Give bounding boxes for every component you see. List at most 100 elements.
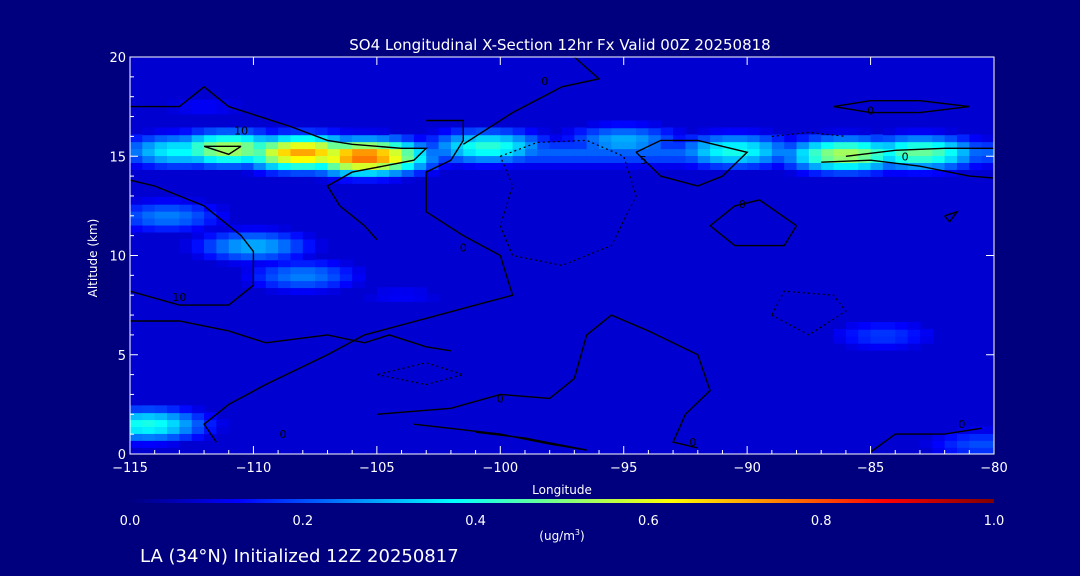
chart-title: SO4 Longitudinal X-Section 12hr Fx Valid…	[349, 36, 770, 54]
field-cell	[339, 155, 353, 164]
field-cell	[216, 99, 230, 108]
field-cell	[265, 141, 279, 150]
field-cell	[130, 412, 144, 421]
field-cell	[401, 134, 415, 143]
field-cell	[130, 155, 144, 164]
field-cell	[302, 273, 316, 282]
field-cell	[870, 342, 884, 351]
field-cell	[648, 162, 662, 170]
field-cell	[290, 127, 304, 136]
field-cell	[179, 405, 193, 414]
field-cell	[265, 162, 279, 170]
field-cell	[450, 141, 465, 150]
field-cell	[179, 217, 193, 226]
field-cell	[154, 134, 168, 143]
field-cell	[228, 141, 242, 150]
field-cell	[339, 280, 353, 289]
field-cell	[191, 412, 205, 421]
field-cell	[599, 127, 613, 136]
y-axis-label: Altitude (km)	[86, 219, 100, 298]
field-cell	[216, 259, 230, 268]
field-cell	[438, 148, 452, 157]
field-cell	[389, 294, 403, 302]
field-cell	[524, 148, 539, 157]
field-cell	[808, 134, 822, 143]
field-cell	[154, 217, 168, 226]
x-tick-label: −95	[610, 461, 637, 476]
field-cell	[413, 148, 428, 157]
field-cell	[673, 148, 687, 157]
field-cell	[216, 155, 230, 164]
colorbar-gradient	[130, 499, 994, 503]
field-cell	[845, 148, 860, 157]
field-cell	[845, 342, 860, 351]
field-cell	[907, 141, 921, 150]
contour-line	[130, 320, 452, 352]
field-cell	[315, 273, 329, 282]
field-cell	[204, 148, 218, 157]
field-cell	[623, 141, 637, 150]
field-cell	[204, 106, 218, 115]
field-cell	[241, 224, 255, 233]
field-cell	[204, 99, 218, 108]
field-cell	[599, 120, 613, 129]
field-cell	[327, 134, 341, 143]
field-cell	[450, 155, 465, 164]
field-cell	[154, 162, 168, 170]
field-cell	[611, 134, 625, 143]
field-cell	[426, 162, 440, 170]
field-cell	[524, 162, 539, 170]
field-cell	[167, 141, 181, 150]
field-cell	[981, 134, 994, 143]
field-cell	[179, 224, 193, 233]
field-cell	[562, 141, 576, 150]
field-cell	[858, 162, 872, 170]
field-cell	[882, 342, 897, 351]
field-cell	[784, 141, 798, 150]
contour-line	[944, 210, 959, 223]
field-cell	[290, 141, 304, 150]
field-cell	[895, 169, 909, 177]
field-cell	[142, 210, 156, 219]
field-cell	[278, 134, 292, 143]
field-cell	[302, 280, 316, 289]
field-cell	[586, 134, 600, 143]
field-cell	[167, 203, 181, 212]
field-cell	[154, 196, 168, 205]
field-cell	[833, 127, 847, 136]
field-cell	[376, 141, 390, 150]
field-cell	[858, 148, 872, 157]
field-cell	[463, 141, 477, 150]
field-cell	[401, 148, 415, 157]
field-cell	[660, 162, 674, 170]
field-cell	[821, 148, 835, 157]
field-cell	[882, 335, 897, 344]
field-cell	[710, 155, 724, 164]
field-cell	[191, 127, 205, 136]
field-cell	[228, 224, 242, 233]
x-tick-label: −110	[236, 461, 272, 476]
field-cell	[586, 148, 600, 157]
field-cell	[858, 127, 872, 136]
field-cell	[241, 155, 255, 164]
field-cell	[253, 266, 267, 275]
field-cell	[537, 148, 551, 157]
colorbar-unit-label: (ug/m3)	[539, 528, 584, 543]
field-cell	[241, 273, 255, 282]
field-cell	[759, 162, 773, 170]
colorbar-tick-label: 0.4	[465, 514, 486, 529]
field-cell	[969, 440, 983, 448]
field-cell	[278, 238, 292, 247]
field-cell	[660, 127, 674, 136]
field-cell	[191, 141, 205, 150]
colorbar-tick-labels: 0.0 0.2 0.4 0.6 0.8 1.0	[120, 514, 1005, 529]
field-cell	[549, 155, 563, 164]
field-cell	[130, 217, 144, 226]
field-cell	[278, 259, 292, 268]
field-cell	[944, 433, 958, 441]
field-cell	[327, 176, 341, 184]
field-cell	[524, 155, 539, 164]
field-cell	[413, 294, 428, 302]
field-cell	[944, 155, 958, 164]
field-cell	[771, 141, 785, 150]
